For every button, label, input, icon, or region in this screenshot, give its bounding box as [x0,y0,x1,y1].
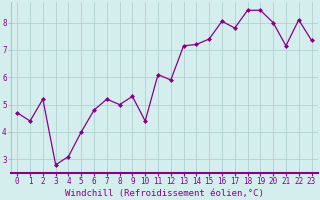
X-axis label: Windchill (Refroidissement éolien,°C): Windchill (Refroidissement éolien,°C) [65,189,264,198]
